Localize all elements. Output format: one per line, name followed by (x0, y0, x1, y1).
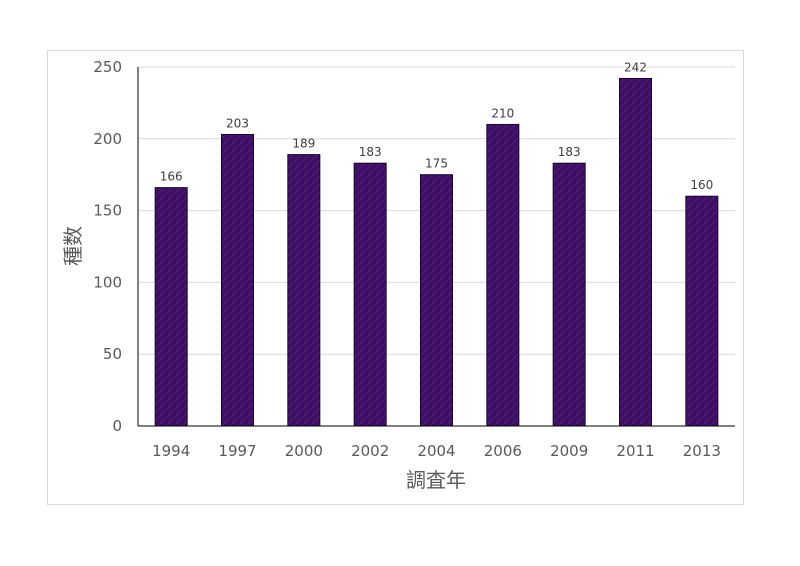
x-tick-label: 2009 (550, 442, 588, 460)
bar (420, 174, 453, 427)
bar (287, 154, 321, 427)
bar (221, 133, 254, 427)
data-label: 160 (690, 178, 713, 192)
y-tick-label: 0 (112, 417, 122, 435)
labels: 0 50 100 150 200 250 166 1994 203 1997 189 2000 183 2… (93, 58, 721, 460)
x-tick-label: 2000 (285, 442, 323, 460)
bars (154, 77, 719, 427)
data-label: 189 (292, 137, 315, 151)
bar (685, 195, 719, 427)
x-tick-label: 2004 (417, 442, 455, 460)
data-label: 166 (160, 170, 183, 184)
x-axis-title: 調査年 (406, 468, 466, 492)
x-tick-label: 1994 (152, 442, 190, 460)
y-tick-label: 100 (93, 273, 122, 291)
y-tick-label: 150 (93, 202, 122, 220)
y-tick-label: 50 (103, 345, 122, 363)
data-label: 242 (624, 60, 647, 74)
bar (154, 187, 188, 427)
axes (137, 67, 735, 427)
bar (486, 123, 520, 427)
data-label: 183 (558, 145, 581, 159)
data-label: 175 (425, 157, 448, 171)
x-tick-label: 2002 (351, 442, 389, 460)
y-tick-label: 200 (93, 130, 122, 148)
bar (353, 162, 387, 427)
bar (552, 162, 586, 427)
data-label: 210 (491, 106, 514, 120)
x-tick-label: 1997 (218, 442, 256, 460)
data-label: 183 (359, 145, 382, 159)
x-tick-label: 2013 (683, 442, 721, 460)
data-label: 203 (226, 116, 249, 130)
x-tick-label: 2006 (484, 442, 522, 460)
bar (619, 77, 652, 427)
y-tick-label: 250 (93, 58, 122, 76)
y-axis-title: 種数 (61, 226, 85, 266)
x-tick-label: 2011 (616, 442, 654, 460)
